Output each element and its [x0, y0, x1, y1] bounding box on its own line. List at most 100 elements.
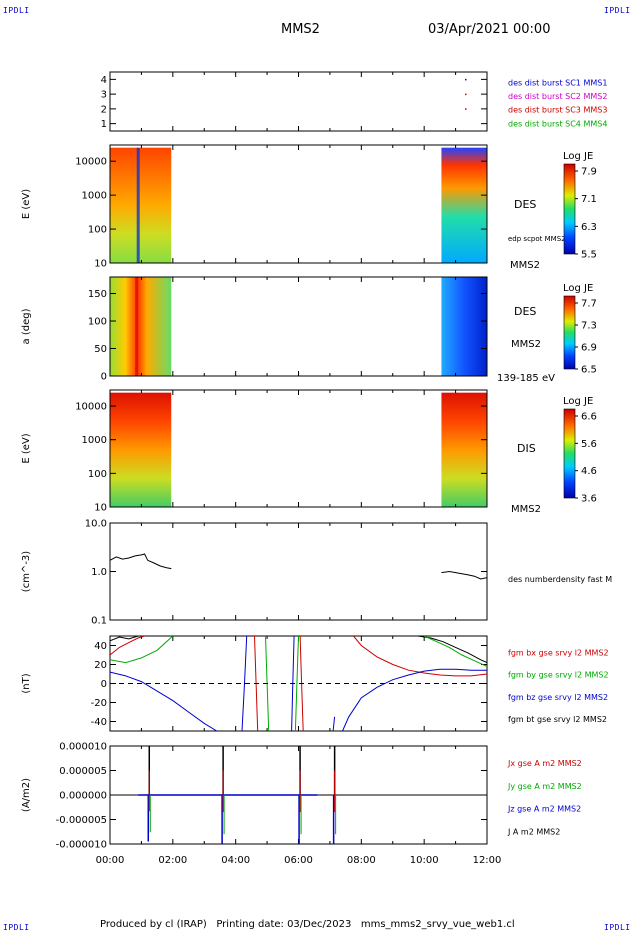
series-line: [294, 636, 299, 731]
colorbar-tick-label: 7.9: [581, 167, 597, 178]
y-tick-label: 2: [101, 104, 107, 115]
colorbar-tick-label: 3.6: [581, 494, 597, 505]
colorbar-tick-label: 5.6: [581, 439, 597, 450]
legend-entry: Jz gse A m2 MMS2: [507, 805, 581, 814]
colorbar-tick-label: 7.7: [581, 299, 597, 310]
panel-des-energy-spectrogram: 10 100 1000 10000 E (eV) DES edp scpot MMS2 MMS…: [21, 144, 597, 271]
des-energy-spectrogram-block: [441, 147, 487, 263]
y-tick-label: 10000: [75, 402, 107, 413]
series-line: [353, 636, 487, 677]
corner-label-bottom-right: IPDLI: [604, 923, 630, 932]
y-tick-label: 1000: [82, 191, 107, 202]
y-tick-label: 10: [94, 259, 107, 270]
colorbar-tick-label: 7.1: [581, 194, 597, 205]
x-tick-label: 02:00: [158, 855, 187, 866]
panel-frame: [109, 71, 488, 132]
des-energy-spectrogram-block: [110, 147, 172, 263]
panel-side-label: 139-185 eV: [497, 373, 555, 384]
y-tick-label: -40: [91, 717, 107, 728]
legend-entry: des dist burst SC1 MMS1: [508, 78, 607, 87]
series-line: [417, 636, 487, 664]
series-line: [110, 671, 218, 731]
colorbar: [563, 163, 576, 255]
colorbar-title: Log JE: [563, 283, 593, 294]
y-axis-label: (nT): [21, 673, 32, 693]
y-tick-label: 100: [88, 469, 107, 480]
x-tick-label: 00:00: [96, 855, 125, 866]
panel-des-pitch-angle: 0 50 100 150 a (deg) DES MMS2 139-185 eV Log JE 7…: [21, 276, 597, 384]
panel-side-label: MMS2: [510, 260, 540, 271]
legend-entry: des numberdensity fast M: [508, 575, 612, 584]
burst-point: [465, 78, 467, 81]
legend-entry: des dist burst SC2 MMS2: [508, 92, 607, 101]
legend-entry: fgm by gse srvy l2 MMS2: [508, 671, 609, 680]
y-axis-label: (cm^-3): [21, 551, 32, 592]
legend-entry: J A m2 MMS2: [507, 827, 560, 836]
des-pitch-angle-block: [441, 277, 487, 376]
panel-side-label: MMS2: [511, 504, 541, 515]
y-axis-label: E (eV): [21, 189, 32, 219]
series-line: [332, 716, 336, 731]
y-tick-label: 10000: [75, 157, 107, 168]
panel-frame: [109, 522, 488, 621]
panel-burst-flags: 1 2 3 4 des dist burst SC1 MMS1 des dist burs…: [101, 71, 607, 132]
y-tick-label: 20: [94, 660, 107, 671]
magnetic-field-series: [110, 636, 487, 731]
y-tick-label: 0.000005: [59, 766, 107, 777]
series-line: [110, 636, 145, 656]
series-line: [110, 636, 174, 664]
date-title: 03/Apr/2021 00:00: [428, 22, 551, 37]
y-tick-label: 100: [88, 225, 107, 236]
spacecraft-title: MMS2: [281, 22, 320, 37]
series-line: [423, 636, 487, 667]
density-series: [110, 553, 487, 580]
y-tick-label: 0.000010: [59, 742, 107, 753]
series-line: [241, 636, 248, 731]
y-tick-label: 50: [94, 344, 107, 355]
series-line: [110, 636, 142, 642]
panel-current-density: -0.000010 -0.000005 0.000000 0.000005 0.0000…: [21, 742, 582, 851]
colorbar-tick-label: 6.9: [581, 343, 597, 354]
y-tick-label: 3: [101, 90, 107, 101]
series-line: [110, 553, 172, 570]
panel-side-label: DIS: [517, 442, 536, 455]
y-tick-label: 100: [88, 317, 107, 328]
y-tick-label: 1000: [82, 435, 107, 446]
dis-energy-spectrogram-block: [110, 392, 172, 507]
panel-side-label: edp scpot MMS2: [508, 235, 566, 243]
colorbar-tick-label: 6.3: [581, 222, 597, 233]
des-stripe: [136, 147, 140, 263]
colorbar-tick-label: 6.5: [581, 365, 597, 376]
legend-entry: des dist burst SC4 MMS4: [508, 119, 607, 128]
legend-entry: fgm bx gse srvy l2 MMS2: [508, 649, 609, 658]
x-tick-label: 12:00: [473, 855, 502, 866]
des-pitch-angle-block: [110, 277, 172, 376]
y-tick-label: 0: [101, 679, 107, 690]
series-line: [441, 570, 487, 580]
y-tick-label: -0.000010: [56, 840, 107, 851]
y-tick-label: 1.0: [91, 567, 107, 578]
colorbar-tick-label: 7.3: [581, 321, 597, 332]
panel-side-label: MMS2: [511, 339, 541, 350]
y-tick-label: 0: [101, 372, 107, 383]
y-tick-label: -20: [91, 698, 107, 709]
x-tick-label: 06:00: [284, 855, 313, 866]
colorbar-tick-label: 6.6: [581, 412, 597, 423]
colorbar-title: Log JE: [563, 396, 593, 407]
x-tick-label: 08:00: [347, 855, 376, 866]
y-axis-label: (A/m2): [21, 778, 32, 812]
footer-credits: Produced by cl (IRAP) Printing date: 03/…: [100, 919, 515, 930]
y-tick-label: 1: [101, 119, 107, 130]
pitch-stripe: [135, 277, 139, 376]
series-line: [342, 668, 487, 731]
panel-dis-energy-spectrogram: 10 100 1000 10000 E (eV) DIS MMS2 Log JE 6.6 5.6 4…: [21, 389, 597, 515]
legend-entry: fgm bz gse srvy l2 MMS2: [508, 693, 608, 702]
panel-magnetic-field: -40 -20 0 20 40 (nT) fgm bx gse srvy l2 MMS2 fg…: [21, 635, 609, 732]
corner-label-top-right: IPDLI: [604, 6, 630, 15]
y-tick-label: 0.1: [91, 616, 107, 627]
y-tick-label: 10: [94, 503, 107, 514]
x-tick-label: 04:00: [221, 855, 250, 866]
y-tick-label: 0.000000: [59, 791, 107, 802]
corner-label-top-left: IPDLI: [3, 6, 30, 15]
